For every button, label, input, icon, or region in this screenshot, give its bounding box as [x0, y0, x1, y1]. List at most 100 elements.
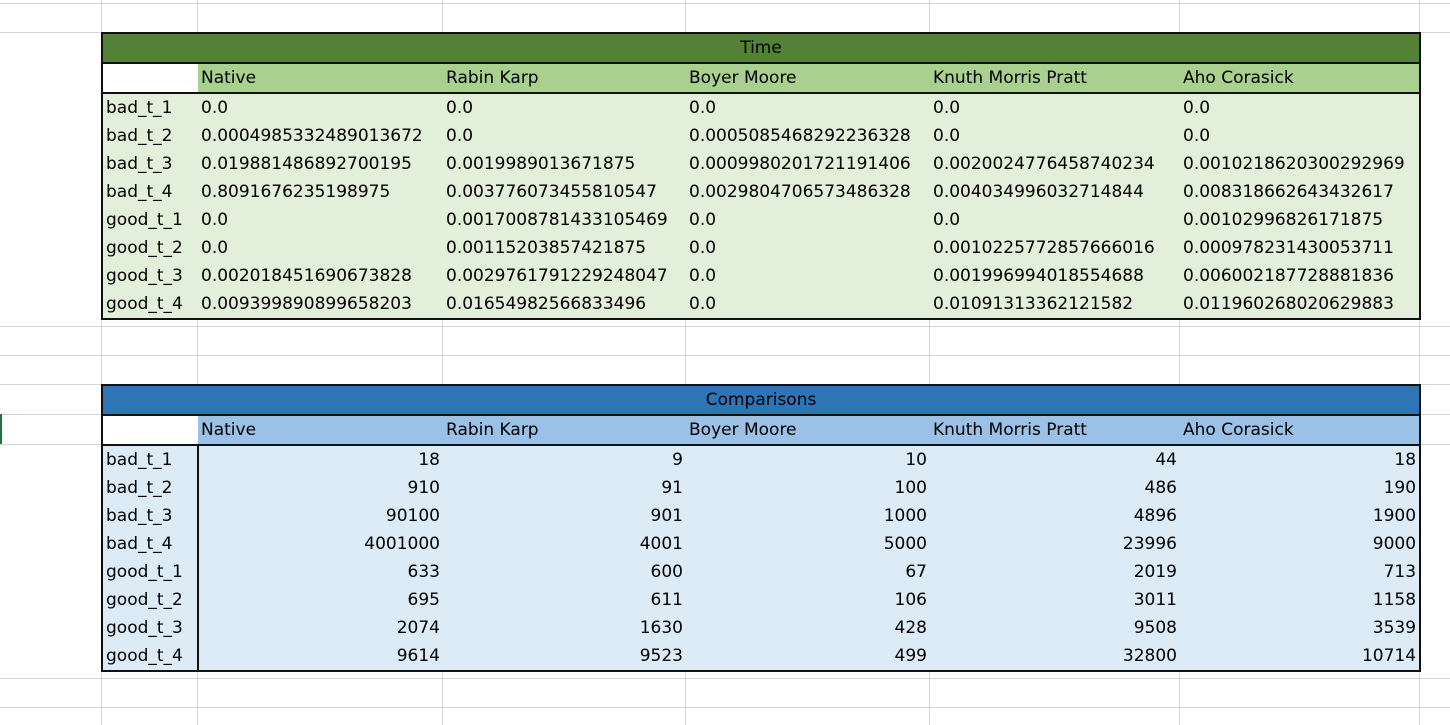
- time-cell[interactable]: 0.0: [930, 122, 1180, 150]
- comparison-cell[interactable]: 4001000: [198, 530, 443, 558]
- comparison-cell[interactable]: 100: [686, 474, 930, 502]
- column-header[interactable]: Rabin Karp: [443, 63, 686, 94]
- comparison-cell[interactable]: 901: [443, 502, 686, 530]
- column-header[interactable]: Boyer Moore: [686, 415, 930, 446]
- comparison-cell[interactable]: 2074: [198, 614, 443, 642]
- row-label[interactable]: good_t_2: [102, 586, 199, 614]
- comparison-cell[interactable]: 695: [198, 586, 443, 614]
- row-label[interactable]: good_t_3: [102, 262, 198, 290]
- time-cell[interactable]: 0.0009980201721191406: [686, 150, 930, 178]
- comparison-cell[interactable]: 9614: [198, 642, 443, 671]
- comparison-cell[interactable]: 9000: [1180, 530, 1421, 558]
- time-cell[interactable]: 0.000978231430053711: [1180, 234, 1421, 262]
- time-cell[interactable]: 0.0: [443, 93, 686, 122]
- column-header[interactable]: Native: [198, 415, 443, 446]
- time-cell[interactable]: 0.0010218620300292969: [1180, 150, 1421, 178]
- time-cell[interactable]: 0.003776073455810547: [443, 178, 686, 206]
- comparison-cell[interactable]: 633: [198, 558, 443, 586]
- comparison-cell[interactable]: 3539: [1180, 614, 1421, 642]
- row-label[interactable]: bad_t_1: [102, 93, 198, 122]
- time-cell[interactable]: 0.008318662643432617: [1180, 178, 1421, 206]
- time-cell[interactable]: 0.0: [686, 290, 930, 319]
- comparison-cell[interactable]: 3011: [930, 586, 1180, 614]
- time-cell[interactable]: 0.001996994018554688: [930, 262, 1180, 290]
- row-label[interactable]: good_t_3: [102, 614, 199, 642]
- comparison-cell[interactable]: 486: [930, 474, 1180, 502]
- column-header[interactable]: Rabin Karp: [443, 415, 686, 446]
- comparison-cell[interactable]: 611: [443, 586, 686, 614]
- comparison-cell[interactable]: 1158: [1180, 586, 1421, 614]
- time-cell[interactable]: 0.0: [1180, 93, 1421, 122]
- time-cell[interactable]: 0.0: [686, 206, 930, 234]
- comparison-cell[interactable]: 67: [686, 558, 930, 586]
- column-header[interactable]: Boyer Moore: [686, 63, 930, 94]
- comparison-cell[interactable]: 1000: [686, 502, 930, 530]
- column-header[interactable]: Native: [198, 63, 443, 94]
- column-header[interactable]: Knuth Morris Pratt: [930, 63, 1180, 94]
- time-cell[interactable]: 0.01654982566833496: [443, 290, 686, 319]
- comparison-cell[interactable]: 1630: [443, 614, 686, 642]
- time-cell[interactable]: 0.011960268020629883: [1180, 290, 1421, 319]
- time-cell[interactable]: 0.0017008781433105469: [443, 206, 686, 234]
- time-cell[interactable]: 0.0: [198, 206, 443, 234]
- comparison-cell[interactable]: 44: [930, 445, 1180, 474]
- row-label[interactable]: bad_t_3: [102, 150, 198, 178]
- comparison-cell[interactable]: 499: [686, 642, 930, 671]
- comparison-cell[interactable]: 10: [686, 445, 930, 474]
- comparison-cell[interactable]: 600: [443, 558, 686, 586]
- comparison-cell[interactable]: 4896: [930, 502, 1180, 530]
- row-label[interactable]: good_t_1: [102, 558, 199, 586]
- time-cell[interactable]: 0.0: [930, 206, 1180, 234]
- comparison-cell[interactable]: 10714: [1180, 642, 1421, 671]
- comparison-cell[interactable]: 910: [198, 474, 443, 502]
- time-cell[interactable]: 0.0029761791229248047: [443, 262, 686, 290]
- time-cell[interactable]: 0.0: [930, 93, 1180, 122]
- comparisons-table-title[interactable]: Comparisons: [102, 385, 1421, 416]
- time-cell[interactable]: 0.006002187728881836: [1180, 262, 1421, 290]
- row-label[interactable]: bad_t_2: [102, 122, 198, 150]
- row-label[interactable]: good_t_1: [102, 206, 198, 234]
- time-cell[interactable]: 0.004034996032714844: [930, 178, 1180, 206]
- comparison-cell[interactable]: 9: [443, 445, 686, 474]
- time-cell[interactable]: 0.0010225772857666016: [930, 234, 1180, 262]
- time-cell[interactable]: 0.0: [198, 234, 443, 262]
- column-header[interactable]: Knuth Morris Pratt: [930, 415, 1180, 446]
- comparison-cell[interactable]: 1900: [1180, 502, 1421, 530]
- comparison-cell[interactable]: 18: [198, 445, 443, 474]
- comparison-cell[interactable]: 32800: [930, 642, 1180, 671]
- comparison-cell[interactable]: 90100: [198, 502, 443, 530]
- row-label[interactable]: bad_t_4: [102, 178, 198, 206]
- comparison-cell[interactable]: 18: [1180, 445, 1421, 474]
- time-cell[interactable]: 0.009399890899658203: [198, 290, 443, 319]
- time-cell[interactable]: 0.0019989013671875: [443, 150, 686, 178]
- time-cell[interactable]: 0.0: [686, 262, 930, 290]
- time-table-title[interactable]: Time: [102, 33, 1421, 64]
- time-cell[interactable]: 0.00102996826171875: [1180, 206, 1421, 234]
- time-cell[interactable]: 0.002018451690673828: [198, 262, 443, 290]
- comparison-cell[interactable]: 106: [686, 586, 930, 614]
- time-cell[interactable]: 0.01091313362121582: [930, 290, 1180, 319]
- comparison-cell[interactable]: 9523: [443, 642, 686, 671]
- time-cell[interactable]: 0.0004985332489013672: [198, 122, 443, 150]
- row-label[interactable]: bad_t_2: [102, 474, 199, 502]
- header-corner-cell[interactable]: [102, 415, 198, 446]
- time-cell[interactable]: 0.8091676235198975: [198, 178, 443, 206]
- comparison-cell[interactable]: 2019: [930, 558, 1180, 586]
- comparison-cell[interactable]: 23996: [930, 530, 1180, 558]
- comparison-cell[interactable]: 9508: [930, 614, 1180, 642]
- time-cell[interactable]: 0.0: [198, 93, 443, 122]
- comparison-cell[interactable]: 428: [686, 614, 930, 642]
- comparison-cell[interactable]: 190: [1180, 474, 1421, 502]
- time-cell[interactable]: 0.00115203857421875: [443, 234, 686, 262]
- time-cell[interactable]: 0.0020024776458740234: [930, 150, 1180, 178]
- comparison-cell[interactable]: 4001: [443, 530, 686, 558]
- time-cell[interactable]: 0.019881486892700195: [198, 150, 443, 178]
- time-cell[interactable]: 0.0005085468292236328: [686, 122, 930, 150]
- time-cell[interactable]: 0.0: [1180, 122, 1421, 150]
- header-corner-cell[interactable]: [102, 63, 198, 94]
- row-label[interactable]: bad_t_1: [102, 445, 199, 474]
- comparison-cell[interactable]: 5000: [686, 530, 930, 558]
- time-cell[interactable]: 0.0029804706573486328: [686, 178, 930, 206]
- comparison-cell[interactable]: 91: [443, 474, 686, 502]
- time-cell[interactable]: 0.0: [443, 122, 686, 150]
